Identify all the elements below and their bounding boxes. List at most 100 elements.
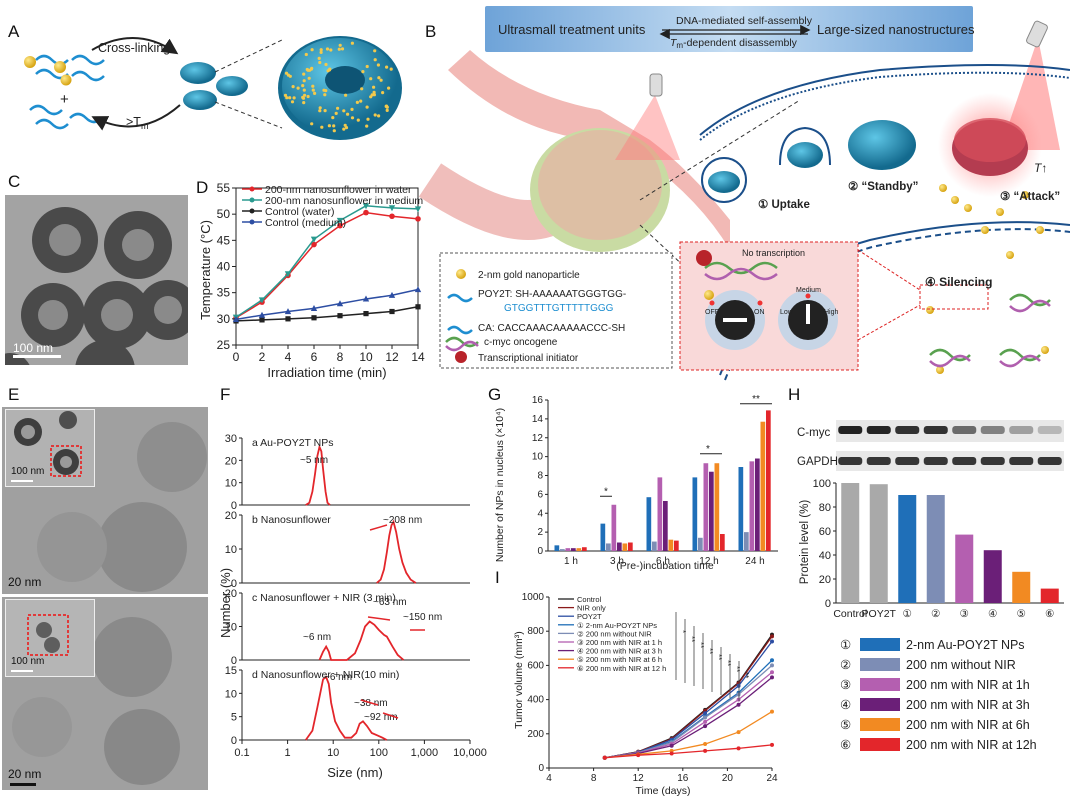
- blot-band: [1037, 457, 1062, 465]
- tem-inset-bottom: 100 nm: [5, 599, 95, 677]
- legend-label: NIR only: [577, 604, 606, 613]
- data-point: [669, 743, 674, 748]
- subplot-title: b Nanosunflower: [252, 514, 331, 526]
- gold-dot: [318, 106, 322, 110]
- gold-dot: [366, 117, 370, 121]
- bar: [709, 471, 714, 551]
- data-point: [669, 748, 674, 753]
- gold-dot: [336, 106, 340, 110]
- gold-dot: [284, 71, 289, 75]
- x-tick-label: ③: [960, 608, 970, 620]
- gold-dot: [337, 47, 341, 51]
- y-tick-label: 12: [532, 433, 544, 444]
- gold-dot: [324, 62, 328, 67]
- bar: [560, 549, 565, 551]
- nanosunflower-icon: [278, 36, 402, 140]
- group-legend-item: ② 200 nm without NIR: [840, 657, 1016, 673]
- legend-initiator-label: Transcriptional initiator: [478, 353, 579, 364]
- gold-dot: [301, 96, 306, 100]
- panel-label-i: I: [495, 568, 500, 587]
- no-transcription-label: No transcription: [742, 248, 805, 258]
- size-annotation: ~6 nm: [324, 672, 352, 683]
- scale-label-e-main-top: 20 nm: [8, 575, 42, 589]
- y-tick-label: 2: [537, 527, 543, 538]
- y-tick-label: 20: [225, 455, 237, 467]
- y-tick-label: 20: [225, 510, 237, 522]
- data-point: [602, 755, 607, 760]
- gold-dot: [387, 86, 391, 90]
- group-legend-text: 200 nm with NIR at 3h: [906, 697, 1030, 712]
- gold-dot: [359, 99, 363, 103]
- gapdh-label: GAPDH: [797, 456, 838, 468]
- x-tick-label: 24: [766, 773, 778, 784]
- gold-dot: [302, 79, 306, 83]
- data-point: [669, 736, 674, 741]
- group-legend-swatch: [860, 658, 900, 671]
- sig-label: **: [752, 394, 760, 405]
- bar: [668, 539, 674, 551]
- sig-label: **: [732, 666, 741, 672]
- gold-dot: [325, 47, 330, 51]
- gold-dot: [373, 49, 377, 53]
- data-point: [736, 692, 741, 697]
- x-tick-label: 1: [285, 747, 291, 759]
- group-legend-num: ②: [840, 658, 852, 672]
- x-tick-label: 10: [327, 747, 339, 759]
- x-tick-label: POY2T: [862, 608, 897, 620]
- blot-band: [952, 426, 977, 434]
- chart-h-ylabel: Protein level (%): [799, 500, 811, 585]
- gold-dot: [346, 112, 350, 116]
- data-point: [770, 709, 774, 714]
- gold-dot: [324, 89, 328, 93]
- size-annotation: ~208 nm: [383, 515, 422, 526]
- panel-b-text: Ultrasmall treatment units DNA-mediated …: [478, 15, 1060, 364]
- distribution-curve: [305, 675, 388, 741]
- legend-label: POY2T: [577, 612, 602, 621]
- gold-dot: [377, 76, 381, 80]
- y-tick-label: 20: [819, 574, 831, 586]
- group-legend-item: ④ 200 nm with NIR at 3h: [840, 697, 1030, 713]
- series-line: [604, 711, 773, 759]
- scale-label-e-main-bottom: 20 nm: [8, 767, 42, 781]
- sig-label: **: [741, 672, 750, 678]
- group-legend-swatch: [860, 678, 900, 691]
- size-annotation: ~92 nm: [364, 712, 398, 723]
- bar: [766, 410, 771, 551]
- gold-dot: [342, 109, 346, 113]
- bar: [749, 461, 755, 551]
- gold-dot: [302, 88, 306, 92]
- gold-dot: [365, 124, 369, 128]
- legend-label: ① 2-nm Au-POY2T NPs: [577, 621, 657, 630]
- data-point: [636, 753, 641, 758]
- data-point: [669, 751, 674, 756]
- legend-gold-label: 2-nm gold nanoparticle: [478, 270, 580, 281]
- chart-g-xlabel: (Pre-)incubation time: [616, 560, 714, 572]
- low-label: Low: [780, 309, 794, 316]
- gold-dot: [379, 78, 383, 82]
- y-tick-label: 1000: [522, 592, 545, 603]
- data-point: [770, 639, 774, 644]
- data-point: [669, 742, 674, 747]
- banner-left-label: Ultrasmall treatment units: [498, 22, 646, 37]
- gold-dot: [317, 56, 321, 61]
- chart-g-ylabel: Number of NPs in nucleus (×10⁴): [494, 408, 506, 562]
- bar: [898, 495, 917, 603]
- blot-band: [980, 457, 1005, 465]
- tm-label: >Tm: [126, 115, 148, 131]
- size-annotation: ~150 nm: [403, 612, 442, 623]
- blot-band: [1009, 426, 1034, 434]
- gold-dot: [332, 129, 336, 133]
- data-point: [602, 755, 607, 760]
- gold-dot: [329, 48, 333, 52]
- gold-dot: [306, 94, 310, 99]
- panel-label-b: B: [425, 22, 437, 41]
- data-point: [602, 755, 607, 760]
- gold-dot: [323, 93, 327, 97]
- bar: [628, 542, 633, 551]
- panel-label-a: A: [8, 22, 20, 41]
- gold-dot: [370, 93, 374, 97]
- annotation-arrow: [360, 699, 379, 706]
- bar: [652, 541, 657, 551]
- gold-dot: [377, 114, 381, 118]
- gold-dot: [307, 76, 311, 80]
